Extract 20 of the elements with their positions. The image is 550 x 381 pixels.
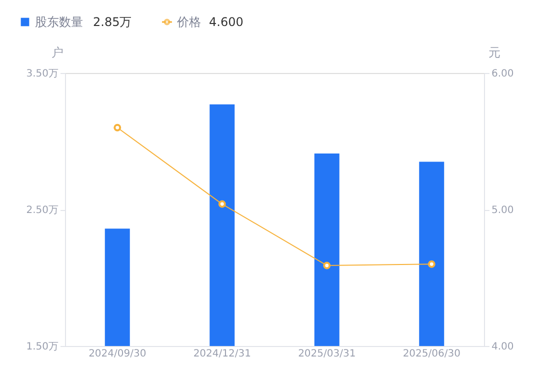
x-tick-label: 2025/06/30: [402, 348, 460, 360]
point: [323, 262, 331, 270]
text: 4.600: [209, 15, 244, 29]
y-tick-label: 3.50万: [26, 68, 58, 80]
legend-label: 股东数量: [35, 15, 83, 29]
legend-label: 价格: [176, 15, 201, 29]
point: [114, 124, 122, 132]
y2-tick-label: 6.00: [492, 68, 514, 80]
x-tick-label: 2024/09/30: [88, 348, 146, 360]
point: [428, 260, 436, 268]
y2-axis-title: 元: [488, 46, 500, 60]
text: 2.85万: [93, 15, 132, 29]
x-tick-label: 2025/03/31: [298, 348, 356, 360]
y-axis-title: 户: [52, 46, 64, 60]
y2-tick-label: 4.00: [492, 342, 514, 352]
y-tick-label: 1.50万: [26, 342, 58, 352]
y-tick-label: 2.50万: [26, 205, 58, 216]
x-tick-label: 2024/12/31: [193, 348, 251, 360]
point: [218, 200, 226, 208]
y2-tick-label: 5.00: [492, 205, 514, 216]
